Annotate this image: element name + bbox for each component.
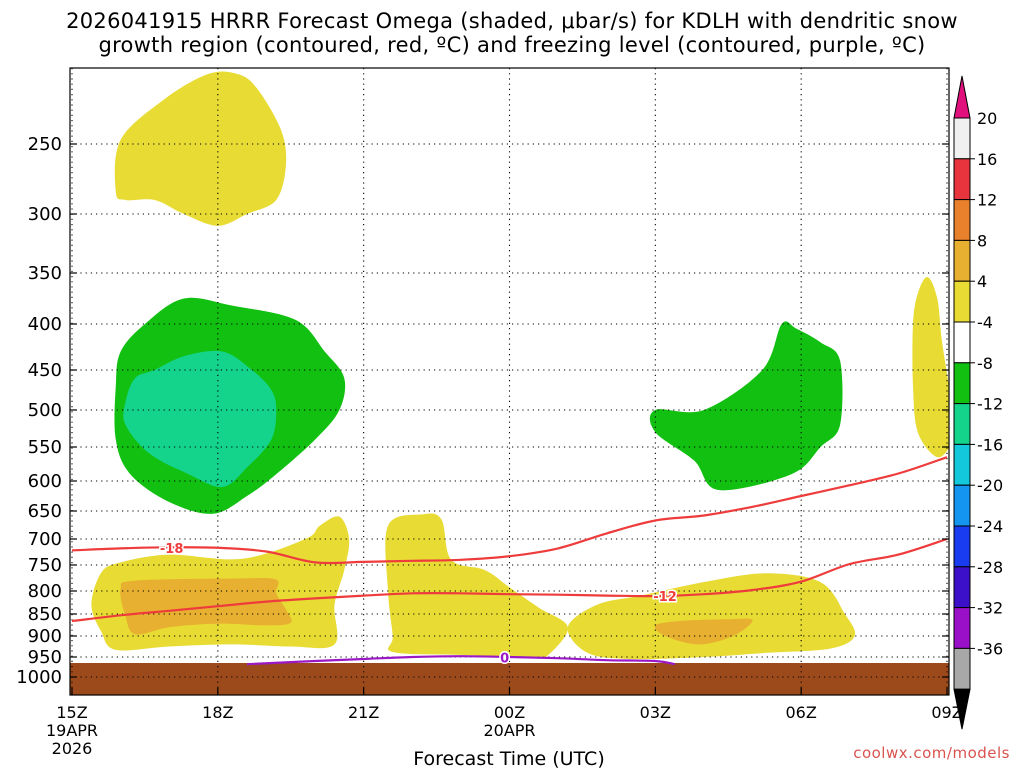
freezing-level-contour	[246, 655, 675, 666]
y-tick-label: 400	[28, 314, 62, 335]
y-tick-label: 950	[28, 647, 62, 668]
colorbar-label: 16	[977, 150, 997, 169]
axis-layer: 2503003504004505005506006507007508008509…	[16, 134, 963, 758]
colorbar-swatch	[953, 158, 971, 201]
y-tick-label: 250	[28, 134, 62, 155]
y-tick-label: 800	[28, 581, 62, 602]
omega-region-10	[123, 350, 277, 488]
colorbar: 20 16 12 8 4 -4 -8 -12 -16 -20 -24 -28 -32 -36	[953, 75, 1003, 730]
colorbar-swatch	[953, 199, 971, 241]
colorbar-swatch	[953, 647, 971, 690]
colorbar-label: -16	[977, 435, 1003, 454]
colorbar-swatch	[953, 117, 971, 160]
omega-region-7	[654, 618, 753, 645]
x-tick-date-label: 19APR	[46, 721, 98, 740]
y-tick-label: 600	[28, 471, 62, 492]
x-tick-date-label: 20APR	[483, 721, 535, 740]
colorbar-label: -24	[977, 517, 1003, 536]
colorbar-top-arrow	[953, 75, 971, 119]
colorbar-label: -28	[977, 558, 1003, 577]
omega-region-3	[385, 513, 568, 658]
y-tick-label: 850	[28, 604, 62, 625]
omega-shading-layer	[91, 71, 949, 660]
colorbar-swatch	[953, 443, 971, 486]
colorbar-swatch	[953, 403, 971, 445]
contour-layer: -18 -12 0	[71, 456, 948, 668]
x-tick-label: 03Z	[640, 703, 671, 722]
dgz-upper-contour	[71, 456, 948, 565]
colorbar-label: 12	[977, 191, 997, 210]
dgz-upper-label: -18	[160, 542, 184, 557]
y-tick-label: 300	[28, 204, 62, 225]
x-tick-year-label: 2026	[52, 739, 93, 758]
colorbar-swatch	[953, 280, 971, 323]
y-tick-label: 500	[28, 400, 62, 421]
y-tick-label: 350	[28, 263, 62, 284]
colorbar-swatch	[953, 484, 971, 527]
chart-title-line-2: growth region (contoured, red, ºC) and f…	[98, 33, 926, 57]
colorbar-label: -36	[977, 639, 1003, 658]
y-tick-label: 450	[28, 360, 62, 381]
omega-region-4	[567, 573, 856, 660]
colorbar-label: -32	[977, 599, 1003, 618]
colorbar-label: -12	[977, 395, 1003, 414]
x-axis-label: Forecast Time (UTC)	[413, 748, 604, 768]
colorbar-swatch	[953, 566, 971, 609]
x-tick-label: 15Z	[56, 703, 87, 722]
freezing-level-label: 0	[500, 651, 509, 666]
y-tick-label: 1000	[16, 667, 62, 688]
x-tick-label: 09Z	[931, 703, 962, 722]
colorbar-swatch	[953, 321, 971, 364]
colorbar-swatch	[953, 607, 971, 649]
y-tick-label: 650	[28, 501, 62, 522]
colorbar-label: -20	[977, 476, 1003, 495]
colorbar-label: 20	[977, 109, 997, 128]
grid-layer	[70, 68, 949, 695]
site-credit: coolwx.com/models	[853, 744, 1010, 762]
colorbar-label: -8	[977, 354, 993, 373]
dgz-lower-contour	[71, 537, 948, 623]
dgz-lower-label: -12	[653, 590, 677, 605]
y-tick-label: 750	[28, 555, 62, 576]
colorbar-swatch	[953, 239, 971, 282]
x-tick-label: 18Z	[202, 703, 233, 722]
y-tick-label: 700	[28, 529, 62, 550]
x-tick-label: 00Z	[494, 703, 525, 722]
x-tick-label: 21Z	[348, 703, 379, 722]
y-tick-label: 900	[28, 626, 62, 647]
plot-area: -18 -12 0	[70, 68, 949, 695]
chart-title-line-1: 2026041915 HRRR Forecast Omega (shaded, …	[66, 9, 958, 33]
colorbar-swatch	[953, 362, 971, 405]
omega-region-1	[114, 71, 287, 226]
colorbar-bottom-arrow	[953, 688, 971, 730]
colorbar-label: 4	[977, 272, 987, 291]
x-tick-label: 06Z	[786, 703, 817, 722]
omega-region-5	[912, 277, 949, 458]
colorbar-label: 8	[977, 231, 987, 250]
omega-region-9	[649, 321, 843, 491]
y-tick-label: 550	[28, 437, 62, 458]
colorbar-swatch	[953, 525, 971, 568]
colorbar-label: -4	[977, 313, 993, 332]
